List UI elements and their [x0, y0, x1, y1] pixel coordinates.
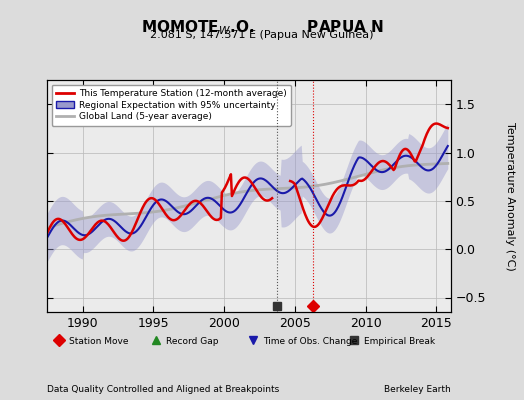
Text: Data Quality Controlled and Aligned at Breakpoints: Data Quality Controlled and Aligned at B… [47, 385, 279, 394]
Text: Time of Obs. Change: Time of Obs. Change [263, 336, 357, 346]
Text: MOMOTE$_W$.O.          PAPUA N: MOMOTE$_W$.O. PAPUA N [140, 18, 384, 37]
Legend: This Temperature Station (12-month average), Regional Expectation with 95% uncer: This Temperature Station (12-month avera… [52, 84, 291, 126]
Text: 2.081 S, 147.371 E (Papua New Guinea): 2.081 S, 147.371 E (Papua New Guinea) [150, 30, 374, 40]
Text: Station Move: Station Move [69, 336, 129, 346]
Text: Berkeley Earth: Berkeley Earth [384, 385, 451, 394]
Text: Record Gap: Record Gap [166, 336, 219, 346]
Y-axis label: Temperature Anomaly (°C): Temperature Anomaly (°C) [506, 122, 516, 270]
Text: Empirical Break: Empirical Break [364, 336, 435, 346]
